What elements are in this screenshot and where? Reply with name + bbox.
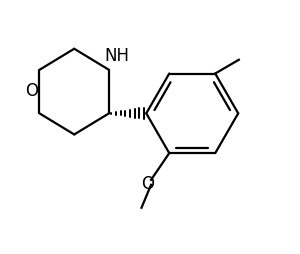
Text: O: O xyxy=(26,82,38,100)
Text: NH: NH xyxy=(104,47,129,65)
Text: O: O xyxy=(141,174,154,193)
